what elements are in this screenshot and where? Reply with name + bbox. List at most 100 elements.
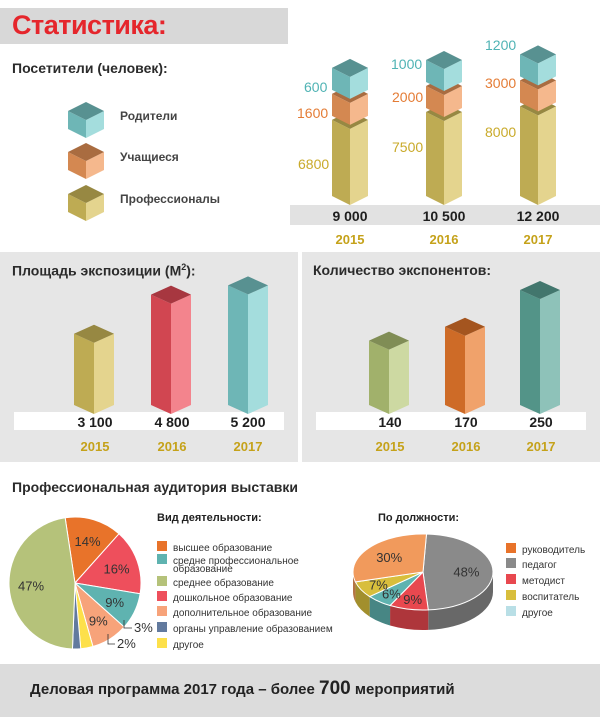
title-bar xyxy=(0,8,288,44)
pie-leader-line xyxy=(107,634,115,645)
position-legend-item: педагог xyxy=(506,558,557,572)
position-legend-item: другое xyxy=(506,606,553,620)
pie-slice xyxy=(8,517,76,650)
visitors-year-2015: 2015 xyxy=(335,232,365,247)
pie-leader-line xyxy=(123,620,132,629)
pie3d-slice xyxy=(422,533,494,611)
pie-slice-label: 14% xyxy=(75,534,101,549)
activity-legend-item: среднее образование xyxy=(157,576,274,590)
area-year-2015: 2015 xyxy=(80,439,110,454)
visitors-bar-prof xyxy=(332,110,368,205)
visitors-bar-prof xyxy=(520,97,556,205)
position-pie: 48% 9%6%7% 30% xyxy=(352,533,494,630)
pie3d-slice-label: 30% xyxy=(376,550,402,565)
visitors-bar-prof xyxy=(426,103,462,205)
seg-label-stud-2017: 3000 xyxy=(485,75,517,91)
legend-professionals-label: Профессионалы xyxy=(120,192,220,206)
pie3d-side xyxy=(390,605,429,630)
pie-slice xyxy=(64,516,120,585)
area-value-2016: 4 800 xyxy=(154,414,190,430)
exhib-value-2017: 250 xyxy=(529,414,553,430)
exhib-value-2016: 170 xyxy=(454,414,478,430)
area-value-2017: 5 200 xyxy=(230,414,266,430)
position-legend-item: методист xyxy=(506,574,565,588)
visitors-totals-band xyxy=(290,205,600,225)
visitors-bar-par xyxy=(520,45,556,86)
area-year-2016: 2016 xyxy=(157,439,187,454)
activity-legend-item: дошкольное образование xyxy=(157,591,292,605)
exhibitors-bars xyxy=(369,281,560,414)
activity-pie: 14%16% 9% 9% 3%2% 47% xyxy=(8,516,153,651)
visitors-year-2017: 2017 xyxy=(523,232,553,247)
professionals-icon xyxy=(68,185,104,221)
exhib-year-2017: 2017 xyxy=(526,439,556,454)
pie3d-slice-label: 7% xyxy=(369,578,388,593)
pie-slice xyxy=(74,533,142,595)
visitors-year-2016: 2016 xyxy=(429,232,459,247)
visitors-total-2017: 12 200 xyxy=(516,208,560,224)
bottom-text: Деловая программа 2017 года – более 700 … xyxy=(30,678,455,699)
pie3d-side xyxy=(353,572,356,602)
page-title: Статистика: xyxy=(12,10,167,40)
position-legend-item: воспитатель xyxy=(506,590,579,604)
exhib-bar xyxy=(520,281,560,414)
exhib-value-strip xyxy=(316,412,586,430)
pie3d-slice-label: 48% xyxy=(453,565,479,580)
activity-subtitle: Вид деятельности: xyxy=(157,512,262,524)
area-bars xyxy=(74,276,268,414)
pie3d-slice-label: 9% xyxy=(403,592,422,607)
exhib-value-2015: 140 xyxy=(378,414,402,430)
seg-label-stud-2015: 1600 xyxy=(297,105,329,121)
seg-label-prof-2015: 6800 xyxy=(298,156,330,172)
pie3d-slice-label: 6% xyxy=(382,586,401,601)
exhib-bar xyxy=(369,331,409,414)
pie-slice-label: 9% xyxy=(105,595,124,610)
exhibitors-title: Количество экспонентов: xyxy=(313,262,492,278)
pie-slice-label: 47% xyxy=(18,578,44,593)
middle-divider xyxy=(298,252,302,462)
area-year-2017: 2017 xyxy=(233,439,263,454)
visitors-bar-par xyxy=(332,58,368,99)
pie-slice-label: 2% xyxy=(117,636,136,651)
legend-students-label: Учащиеся xyxy=(120,150,179,164)
pie-slice-label: 16% xyxy=(103,561,129,576)
pie3d-slice xyxy=(352,533,428,583)
exhib-year-2016: 2016 xyxy=(451,439,481,454)
visitors-total-2015: 9 000 xyxy=(332,208,368,224)
seg-label-par-2016: 1000 xyxy=(391,56,423,72)
area-title: Площадь экспозиции (М2): xyxy=(12,262,196,279)
visitors-title: Посетители (человек): xyxy=(12,60,168,76)
activity-legend-item: дополнительное образование xyxy=(157,606,312,620)
activity-legend-item: средне профессиональное xyxy=(157,554,299,568)
seg-label-par-2017: 1200 xyxy=(485,37,517,53)
seg-label-par-2015: 600 xyxy=(304,79,328,95)
seg-label-prof-2016: 7500 xyxy=(392,139,424,155)
area-value-2015: 3 100 xyxy=(77,414,113,430)
pie3d-side xyxy=(369,596,391,626)
pie-slice-label: 3% xyxy=(134,620,153,635)
pie3d-side xyxy=(428,572,493,630)
area-value-strip xyxy=(14,412,284,430)
position-legend-item: руководитель xyxy=(506,543,585,557)
pie3d-side xyxy=(355,581,370,617)
parents-icon xyxy=(68,102,104,138)
audience-title: Профессиональная аудитория выставки xyxy=(12,479,298,495)
visitors-bars xyxy=(332,45,556,205)
visitors-bar-par xyxy=(426,51,462,91)
exhib-year-2015: 2015 xyxy=(375,439,405,454)
legend-parents-label: Родители xyxy=(120,109,178,123)
activity-legend-item: высшее образование xyxy=(157,541,272,555)
exhib-bar xyxy=(445,317,485,414)
pie-slice-label: 9% xyxy=(89,613,108,628)
seg-label-prof-2017: 8000 xyxy=(485,124,517,140)
position-subtitle: По должности: xyxy=(378,512,460,524)
area-bar xyxy=(74,324,114,414)
visitors-legend-cubes xyxy=(68,102,104,221)
activity-legend-item-cont: образование xyxy=(173,564,233,575)
activity-legend-item: другое xyxy=(157,638,204,652)
area-bar xyxy=(151,285,191,414)
activity-legend-item: органы управление образованием xyxy=(157,622,333,636)
visitors-total-2016: 10 500 xyxy=(422,208,466,224)
area-bar xyxy=(228,276,268,414)
